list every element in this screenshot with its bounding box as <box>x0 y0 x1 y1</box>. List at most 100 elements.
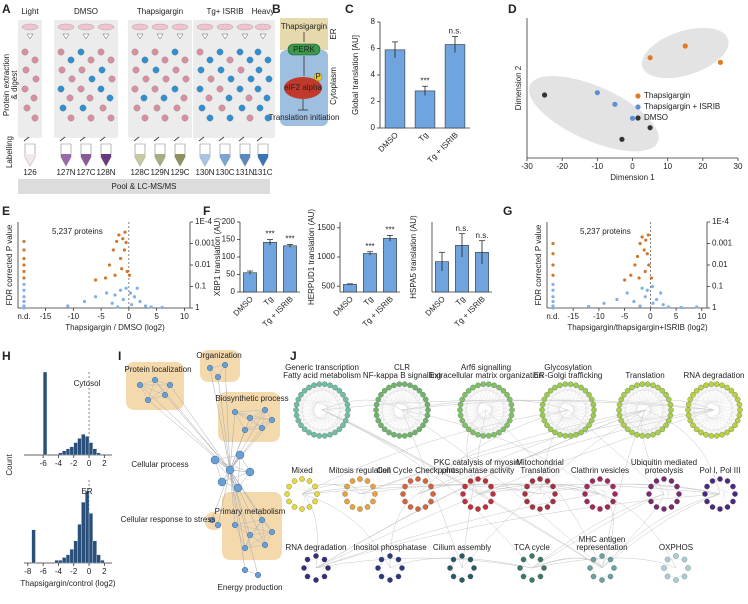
cluster-node <box>590 412 597 419</box>
x-tick-label: -2 <box>70 567 78 576</box>
cluster-node <box>470 384 476 391</box>
cluster-node <box>428 498 434 505</box>
point <box>130 303 134 307</box>
cluster-node <box>589 504 596 510</box>
network-edge <box>244 419 273 431</box>
cluster-node <box>644 381 651 387</box>
network-node <box>231 521 239 529</box>
nd-point <box>551 295 555 299</box>
cluster-inner-edge <box>546 394 551 430</box>
cluster-inner-edge <box>296 415 346 421</box>
cluster-node <box>589 396 595 403</box>
x-tick-label: -6 <box>40 567 48 576</box>
nd-point <box>551 241 555 246</box>
cluster-node <box>646 491 652 497</box>
cluster-edge <box>301 493 391 569</box>
cluster-edge <box>477 483 721 495</box>
cluster-node <box>470 429 476 436</box>
cluster-inner-edge <box>711 415 740 436</box>
cluster-node <box>663 391 669 398</box>
network-edge <box>234 411 273 421</box>
cluster-inner-edge <box>690 385 723 400</box>
nd-point <box>22 295 26 299</box>
cluster-node <box>589 417 595 424</box>
point <box>132 295 137 299</box>
hist-bar <box>58 560 63 564</box>
cluster-inner-edge <box>296 384 325 405</box>
network-edge <box>147 384 171 401</box>
cluster-edge <box>531 557 677 569</box>
cluster-inner-edge <box>652 399 669 435</box>
cluster-node <box>573 382 579 389</box>
cluster-node <box>562 381 569 387</box>
peptide-dot <box>77 48 85 56</box>
cluster-edge <box>417 409 715 495</box>
cluster-inner-edge <box>313 385 346 400</box>
cluster-node <box>653 504 660 510</box>
point <box>625 291 629 295</box>
cluster-node <box>343 417 349 424</box>
cluster-node <box>667 401 674 408</box>
arrow-marker <box>102 33 110 40</box>
cluster-inner-edge <box>623 394 654 435</box>
cluster-node <box>402 483 408 490</box>
cluster-node <box>312 483 318 490</box>
cluster-node <box>724 504 731 510</box>
cluster-inner-edge <box>586 486 616 495</box>
cluster-node <box>666 417 672 424</box>
cluster-inner-edge <box>618 409 643 436</box>
cluster-node <box>372 491 378 497</box>
x-tick-label: -5 <box>621 312 629 321</box>
network-edge <box>229 469 246 571</box>
cluster-inner-edge <box>477 480 486 510</box>
cluster-node <box>475 506 481 512</box>
pool-bar <box>18 179 270 194</box>
network-edge <box>229 469 273 533</box>
cluster-node <box>529 504 536 510</box>
cluster-edge <box>359 483 601 495</box>
cluster-node <box>462 498 468 505</box>
cluster-node <box>424 401 431 408</box>
cluster-node <box>547 426 554 433</box>
peptide-dot <box>98 66 106 74</box>
cluster-node <box>537 556 544 563</box>
phospho <box>313 72 323 82</box>
cluster-node <box>327 382 333 389</box>
cluster-edge <box>315 557 533 569</box>
cluster-node <box>621 391 627 398</box>
cluster-inner-edge <box>399 384 428 405</box>
cluster-node <box>286 483 292 490</box>
nd-point <box>22 282 26 287</box>
cluster-node <box>457 401 464 408</box>
cluster-node <box>401 381 408 387</box>
legend-swatch <box>635 104 641 110</box>
point <box>642 248 646 252</box>
cluster-node <box>291 504 298 510</box>
y-tick-label: 6 <box>371 44 376 53</box>
cluster-inner-edge <box>380 425 416 433</box>
cluster-node <box>313 577 319 583</box>
hist-bar <box>88 513 94 564</box>
cluster-label: Mixed <box>291 466 312 475</box>
cluster-label: phosphatase activity <box>442 466 515 475</box>
cluster-label: Glycosylation <box>544 363 592 372</box>
cluster-inner-edge <box>719 478 728 508</box>
legend-swatch <box>635 115 641 121</box>
peptide-dot <box>79 104 87 112</box>
cluster-node <box>295 396 301 403</box>
y-axis-label: HSPA5 translation (AU) <box>409 215 418 299</box>
x-tick-label: 0 <box>127 312 132 321</box>
cluster-node <box>395 573 402 580</box>
cluster-inner-edge <box>378 387 390 421</box>
x-tick-label: 10 <box>697 312 706 321</box>
point <box>637 276 641 280</box>
peptide-dot <box>87 114 95 122</box>
network-node <box>221 361 229 369</box>
annotation: 5,237 proteins <box>52 227 103 236</box>
cluster-inner-edge <box>308 384 320 433</box>
panel-label: B <box>272 2 281 16</box>
cluster-node <box>467 556 474 563</box>
cluster-inner-edge <box>378 399 428 405</box>
bar <box>384 49 406 129</box>
cluster-inner-edge <box>580 394 590 433</box>
